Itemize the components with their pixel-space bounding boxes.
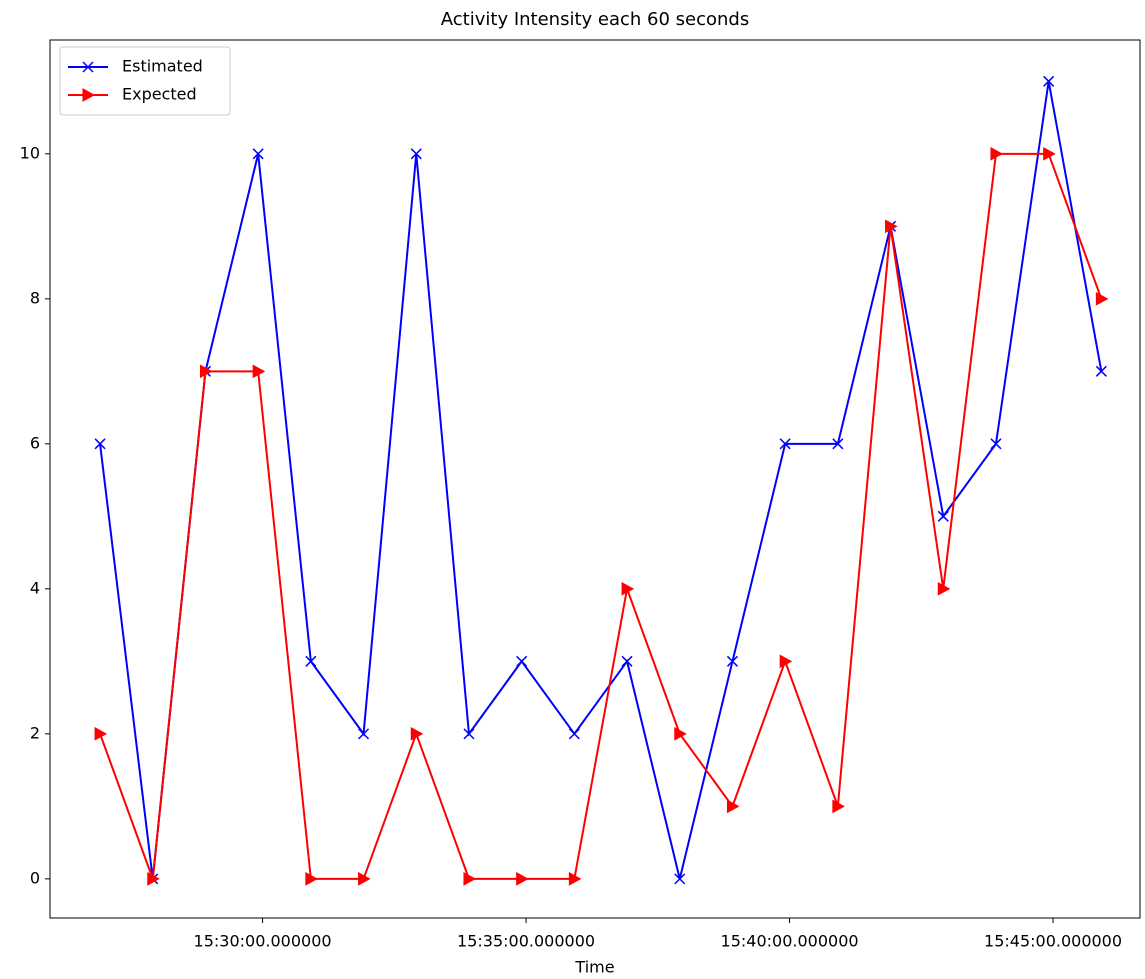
marker [94, 438, 106, 450]
chart-title: Activity Intensity each 60 seconds [441, 9, 749, 30]
marker [358, 728, 370, 740]
legend-label: Expected [122, 85, 197, 104]
marker [410, 148, 422, 160]
axes-frame [49, 39, 1141, 919]
y-tick-label: 2 [30, 723, 40, 742]
series-line [99, 81, 1103, 880]
marker [1043, 146, 1056, 161]
y-tick-label: 8 [30, 288, 40, 307]
marker [305, 872, 318, 886]
marker [1095, 291, 1109, 306]
marker [726, 799, 740, 814]
marker [937, 510, 949, 522]
y-tick-label: 6 [30, 433, 40, 452]
marker [516, 655, 528, 667]
marker [1043, 75, 1055, 87]
x-axis-label: Time [574, 958, 614, 977]
marker [252, 364, 266, 379]
marker [990, 146, 1003, 161]
marker [252, 148, 264, 160]
marker [568, 872, 582, 886]
marker [147, 872, 160, 886]
marker [990, 438, 1002, 450]
marker [516, 872, 529, 886]
y-tick-label: 4 [30, 578, 40, 597]
y-tick-label: 0 [30, 868, 40, 887]
marker [779, 438, 791, 450]
marker [305, 655, 317, 667]
marker [410, 727, 424, 741]
x-tick-label: 15:30:00.000000 [194, 932, 332, 951]
marker [621, 581, 635, 596]
marker [358, 872, 371, 886]
marker [82, 88, 96, 102]
marker [82, 61, 94, 73]
series-line [99, 152, 1103, 880]
y-tick-label: 10 [20, 143, 40, 162]
marker [463, 728, 475, 740]
x-tick-label: 15:45:00.000000 [984, 932, 1122, 951]
marker [463, 872, 477, 886]
marker [674, 727, 687, 741]
x-tick-label: 15:40:00.000000 [721, 932, 859, 951]
legend-label: Estimated [122, 57, 203, 76]
marker [621, 655, 633, 667]
marker [937, 581, 951, 596]
marker [832, 438, 844, 450]
marker [726, 655, 738, 667]
marker [94, 727, 108, 741]
marker [568, 728, 580, 740]
marker [779, 654, 793, 669]
marker [832, 799, 845, 814]
marker [1095, 365, 1107, 377]
legend-box [59, 46, 231, 116]
marker [199, 364, 213, 379]
x-tick-label: 15:35:00.000000 [457, 932, 595, 951]
marker [674, 873, 686, 885]
marker [885, 219, 898, 234]
